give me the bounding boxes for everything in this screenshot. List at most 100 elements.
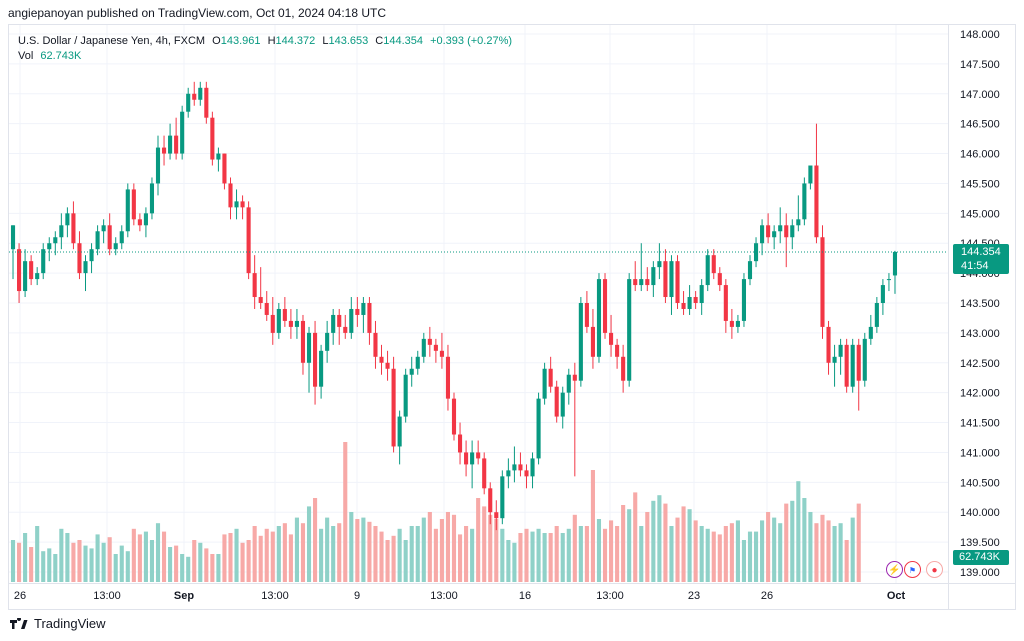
record-icon[interactable]: ● — [926, 561, 943, 578]
volume-bar — [470, 528, 475, 582]
candle-body — [95, 231, 100, 250]
volume-bar — [71, 542, 76, 582]
y-tick-label: 147.000 — [960, 89, 1000, 101]
candle-body — [639, 279, 644, 286]
volume-bar — [657, 495, 662, 582]
candle-body — [572, 374, 577, 381]
candle-body — [445, 356, 451, 399]
candle-body — [379, 356, 384, 363]
candle-body — [89, 249, 94, 262]
volume-bar — [367, 521, 372, 582]
candle-body — [168, 135, 173, 154]
volume-bar — [143, 531, 148, 582]
candle-body — [609, 332, 614, 345]
volume-bar — [23, 533, 28, 582]
volume-bar — [294, 517, 299, 582]
volume-bar — [566, 528, 571, 582]
candle-body — [270, 314, 275, 333]
candle-body — [530, 458, 535, 477]
candle-body — [886, 279, 891, 281]
volume-bar — [627, 509, 632, 582]
candle-body — [778, 225, 783, 232]
volume-bar — [506, 540, 511, 582]
volume-bar — [41, 551, 46, 582]
candle-body — [23, 261, 28, 292]
volume-bar — [288, 534, 293, 582]
volume-bar — [258, 535, 263, 582]
volume-bar — [639, 526, 644, 582]
volume-bar — [844, 540, 849, 582]
candle-body — [343, 326, 348, 333]
y-tick-label: 139.000 — [960, 567, 1000, 579]
volume-bar — [246, 540, 251, 582]
candle-body — [621, 356, 626, 381]
volume-bar — [784, 503, 789, 582]
candle-body — [518, 464, 523, 471]
candle-body — [113, 243, 118, 250]
y-tick-label: 146.000 — [960, 149, 1000, 161]
candle-body — [627, 279, 632, 381]
candle-body — [687, 297, 692, 309]
x-tick-label: 13:00 — [596, 590, 624, 602]
volume-bar — [349, 512, 354, 582]
y-tick-label: 141.500 — [960, 418, 1000, 430]
volume-bar — [433, 528, 438, 582]
legend-high-label: H — [267, 35, 276, 47]
volume-bar — [306, 506, 312, 582]
volume-bar — [856, 503, 861, 582]
volume-bar — [699, 526, 704, 582]
candle-body — [536, 398, 541, 459]
volume-bar — [228, 533, 233, 582]
volume-bar — [101, 542, 106, 582]
y-tick-label: 140.500 — [960, 477, 1000, 489]
volume-bar — [113, 554, 118, 582]
candle-body — [602, 279, 608, 333]
candle-body — [355, 308, 360, 315]
volume-bar — [373, 526, 378, 582]
candle-body — [464, 452, 469, 465]
candle-body — [361, 303, 366, 315]
candle-body — [10, 225, 16, 250]
volume-bar — [524, 528, 529, 582]
candle-body — [17, 249, 22, 292]
footer: TradingView — [10, 616, 106, 631]
volume-bar — [180, 554, 185, 582]
volume-bar — [337, 523, 342, 582]
volume-bar — [155, 523, 161, 582]
volume-bar — [596, 519, 602, 582]
candle-body — [560, 392, 565, 417]
candle-body — [548, 368, 553, 387]
volume-bar — [149, 540, 155, 582]
candle-body — [633, 279, 638, 286]
volume-layer — [10, 442, 861, 582]
candle-body — [53, 237, 58, 244]
candle-body — [596, 279, 602, 357]
volume-bar — [10, 540, 16, 582]
candle-body — [832, 356, 837, 363]
volume-bar — [276, 526, 281, 582]
volume-bar — [59, 528, 64, 582]
legend-symbol: U.S. Dollar / Japanese Yen, 4h, FXCM — [18, 35, 206, 47]
lightning-icon[interactable]: ⚡ — [886, 561, 903, 578]
legend-volume-row: Vol 62.743K — [18, 49, 512, 64]
candle-body — [373, 332, 378, 357]
volume-bar — [391, 535, 396, 582]
volume-bar — [216, 554, 221, 582]
volume-bar — [705, 528, 710, 582]
candle-body — [77, 243, 82, 274]
candle-body — [403, 374, 408, 417]
legend-change: +0.393 (+0.27%) — [430, 35, 513, 47]
candle-body — [814, 165, 819, 238]
volume-bar — [282, 523, 287, 582]
candle-body — [41, 249, 46, 274]
candle-body — [524, 470, 529, 477]
candle-body — [874, 303, 879, 327]
flag-icon[interactable]: ⚑ — [904, 561, 921, 578]
volume-bar — [439, 519, 444, 582]
x-tick-label: 9 — [354, 590, 360, 602]
candle-body — [790, 225, 795, 238]
volume-bar — [331, 526, 336, 582]
candle-body — [681, 303, 686, 309]
candle-body — [500, 476, 505, 519]
